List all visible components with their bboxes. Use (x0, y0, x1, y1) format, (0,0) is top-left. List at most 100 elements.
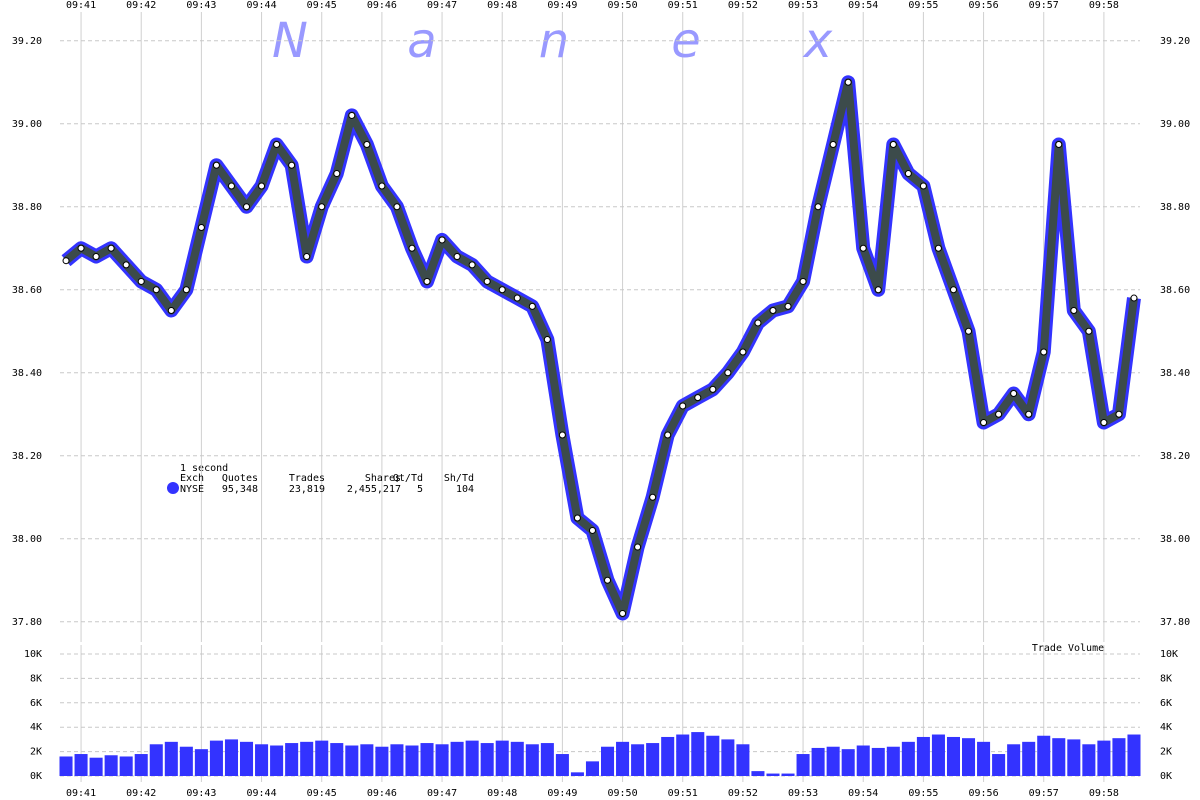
volume-bar (134, 754, 148, 776)
trade-marker (152, 286, 160, 294)
trade-marker (1085, 327, 1093, 335)
trade-marker (604, 576, 612, 584)
trade-marker (1055, 141, 1063, 148)
trade-marker (273, 141, 281, 148)
y-tick-label-right: 4K (1160, 722, 1172, 733)
volume-bar (345, 745, 359, 776)
trade-marker (934, 244, 942, 252)
x-tick-label: 09:50 (608, 788, 638, 799)
legend-header: Trades (289, 473, 325, 484)
x-tick-label: 09:58 (1089, 788, 1119, 799)
volume-bar (420, 743, 434, 776)
legend-cell: 2,455,217 (347, 484, 401, 495)
volume-bar (209, 740, 223, 776)
volume-bar (149, 744, 163, 776)
x-tick-label: 09:53 (788, 788, 818, 799)
x-tick-label: 09:57 (1029, 0, 1059, 11)
x-tick-label: 09:49 (547, 788, 577, 799)
x-tick-label: 09:43 (186, 788, 216, 799)
trade-marker (980, 419, 988, 427)
legend-name: NYSE (180, 484, 204, 495)
volume-bar (721, 739, 735, 776)
trade-marker (468, 261, 476, 269)
x-tick-label: 09:54 (848, 0, 878, 11)
trade-marker (814, 203, 822, 211)
trade-marker (829, 141, 837, 148)
x-tick-label: 09:51 (668, 0, 698, 11)
volume-bar (1127, 734, 1141, 776)
x-tick-label: 09:43 (186, 0, 216, 11)
volume-bar (962, 738, 976, 776)
y-tick-label-right: 10K (1160, 649, 1178, 660)
volume-bar (946, 736, 961, 776)
y-tick-label-right: 39.20 (1160, 36, 1190, 47)
x-tick-label: 09:53 (788, 0, 818, 11)
x-tick-label: 09:56 (969, 788, 999, 799)
trade-marker (513, 294, 521, 302)
volume-bar (841, 749, 855, 776)
volume-bar (766, 773, 780, 776)
y-tick-label: 38.20 (12, 451, 42, 462)
volume-bar (616, 741, 630, 776)
volume-bar (285, 743, 299, 776)
trade-marker (393, 203, 401, 211)
x-tick-label: 09:48 (487, 788, 517, 799)
trade-marker (649, 493, 657, 501)
trade-marker (709, 385, 717, 393)
volume-bar (510, 741, 524, 776)
trade-marker (1070, 307, 1078, 314)
volume-bar (1112, 738, 1126, 776)
y-tick-label-right: 6K (1160, 698, 1172, 709)
volume-bar (1082, 744, 1096, 776)
trade-marker (318, 203, 326, 211)
legend-header: Quotes (222, 473, 258, 484)
volume-bar (706, 735, 720, 776)
x-tick-label: 09:42 (126, 788, 156, 799)
volume-bar (119, 756, 133, 776)
trade-marker (904, 170, 912, 178)
x-tick-label: 09:41 (66, 0, 96, 11)
volume-bar (646, 743, 660, 776)
x-tick-label: 09:46 (367, 0, 397, 11)
legend-header: Exch (180, 473, 204, 484)
y-tick-label: 38.00 (12, 534, 42, 545)
y-tick-label-right: 8K (1160, 673, 1172, 684)
trade-marker (588, 526, 596, 534)
volume-bar (811, 747, 825, 776)
trade-marker (167, 307, 175, 314)
trade-marker (1100, 419, 1108, 427)
y-tick-label: 4K (30, 722, 42, 733)
trade-marker (995, 410, 1003, 418)
trade-marker (243, 203, 251, 211)
trade-marker (122, 261, 130, 269)
trade-marker (348, 111, 356, 119)
x-tick-label: 09:55 (908, 0, 938, 11)
volume-bar (465, 740, 479, 776)
trade-marker (694, 394, 702, 402)
volume-bar (224, 739, 238, 776)
x-tick-label: 09:45 (307, 788, 337, 799)
volume-bar (691, 732, 705, 776)
trade-marker (197, 224, 205, 231)
y-tick-label-right: 38.20 (1160, 451, 1190, 462)
trade-marker (754, 319, 762, 327)
trade-marker (77, 244, 85, 252)
volume-bar (435, 744, 449, 776)
legend-swatch (167, 482, 179, 494)
volume-bar (74, 754, 88, 776)
trade-marker (859, 244, 867, 252)
trade-marker (679, 402, 687, 410)
price-line (63, 78, 1138, 618)
trade-marker (107, 244, 115, 252)
volume-bar (826, 746, 840, 776)
trade-marker (378, 182, 386, 190)
volume-bar (992, 754, 1006, 776)
trade-marker (619, 609, 627, 617)
trade-marker (664, 431, 672, 439)
trade-marker (1010, 390, 1018, 397)
x-tick-label: 09:54 (848, 788, 878, 799)
volume-bar (375, 746, 389, 776)
trade-marker (799, 277, 807, 285)
volume-bar (255, 744, 269, 776)
